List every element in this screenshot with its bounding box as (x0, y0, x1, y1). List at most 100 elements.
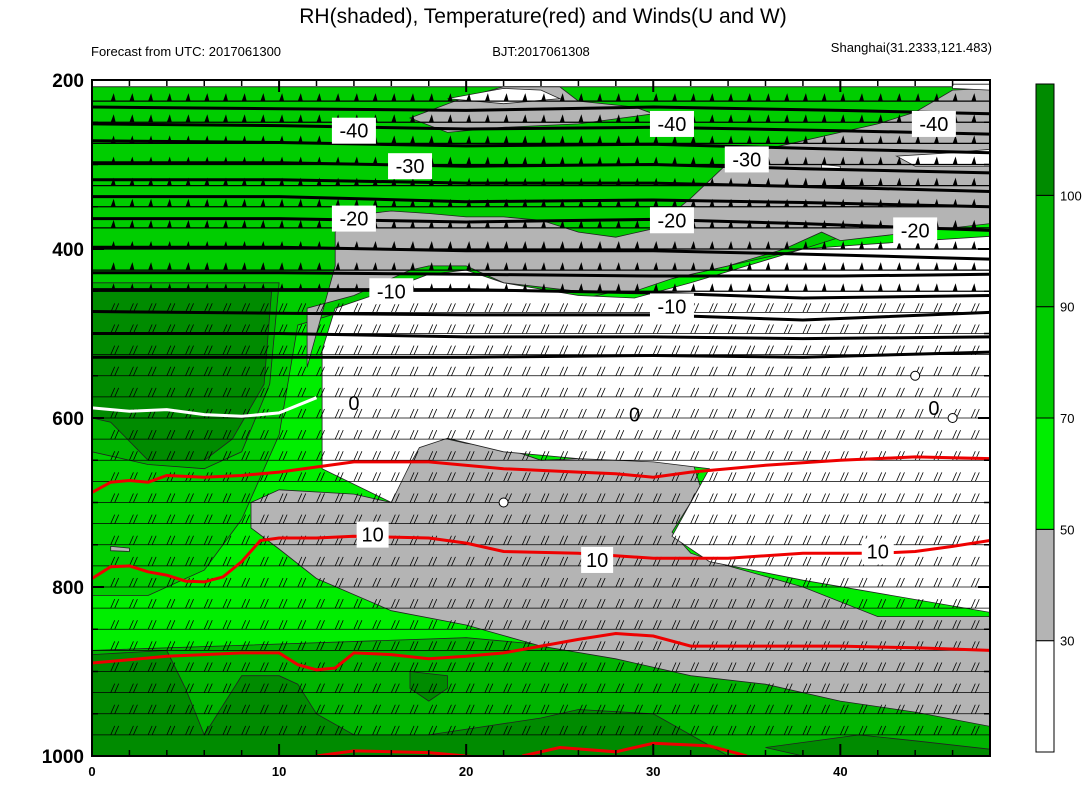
wind-barb (559, 704, 569, 714)
wind-flag (728, 198, 734, 207)
wind-barb (260, 345, 269, 355)
wind-barb (465, 641, 475, 651)
wind-barb (147, 641, 157, 651)
wind-barb (783, 514, 793, 524)
wind-barb (297, 303, 307, 313)
wind-barb (278, 641, 288, 651)
wind-barb (970, 472, 980, 482)
wind-barb (503, 598, 512, 609)
wind-barb (129, 345, 138, 355)
wind-barb (690, 493, 700, 503)
wind-barb (110, 387, 120, 398)
wind-barb (372, 429, 381, 440)
wind-barb (540, 535, 550, 545)
wind-barb (334, 704, 344, 714)
temperature-contour--10 (92, 310, 990, 322)
wind-barb (428, 556, 438, 567)
wind-barb (596, 366, 606, 376)
wind-barb (129, 577, 138, 588)
wind-barb (185, 451, 194, 461)
wind-flag (391, 219, 397, 228)
wind-flag (484, 156, 490, 165)
wind-barb (727, 514, 737, 524)
wind-barb (203, 451, 213, 461)
wind-barb (877, 366, 887, 376)
wind-barb (896, 577, 905, 588)
wind-flag (709, 219, 715, 228)
warm-temperature-label: 10 (861, 538, 894, 565)
wind-flag (672, 262, 677, 271)
wind-barb (297, 704, 307, 714)
temperature-contour--20 (92, 245, 990, 261)
wind-barb (316, 683, 325, 693)
wind-barb (652, 535, 662, 545)
wind-barb (334, 598, 344, 609)
wind-flag (466, 135, 472, 144)
wind-barb (166, 662, 176, 672)
x-tick-label: 40 (833, 764, 847, 779)
wind-barb (447, 366, 456, 376)
wind-flag (297, 198, 303, 207)
wind-barb (652, 725, 662, 736)
temperature-contour--20 (92, 217, 990, 232)
wind-flag (971, 135, 977, 144)
wind-barb (129, 641, 138, 651)
wind-barb (802, 345, 812, 355)
wind-flag (447, 241, 453, 249)
wind-barb (709, 662, 718, 672)
wind-flag (933, 135, 939, 144)
wind-barb (727, 577, 737, 588)
wind-barb (914, 598, 924, 609)
wind-barb (690, 535, 700, 545)
wind-barb (578, 387, 587, 398)
wind-barb (970, 577, 980, 588)
wind-barb (970, 725, 980, 736)
wind-barb (596, 429, 606, 440)
wind-flag (410, 219, 415, 228)
wind-flag (746, 262, 752, 271)
wind-barb (372, 366, 381, 376)
wind-barb (671, 345, 681, 355)
wind-barb (540, 493, 550, 503)
wind-barb (465, 387, 475, 398)
wind-barb (409, 366, 419, 376)
wind-barb (933, 429, 943, 440)
wind-barb (390, 556, 400, 567)
wind-barb (765, 704, 774, 714)
wind-barb (409, 514, 419, 524)
wind-barb (129, 535, 138, 545)
wind-flag (728, 114, 734, 123)
wind-barb (634, 324, 643, 334)
wind-barb (634, 366, 643, 376)
wind-barb (465, 303, 475, 313)
wind-barb (484, 620, 494, 630)
wind-barb (185, 535, 194, 545)
station-location-label: Shanghai(31.2333,121.483) (831, 40, 992, 55)
wind-flag (971, 93, 977, 102)
warm-temperature-contour (521, 741, 748, 756)
wind-barb (746, 577, 756, 588)
wind-flag (634, 93, 640, 102)
wind-barb (316, 451, 325, 461)
wind-barb (110, 366, 120, 376)
wind-flag (316, 262, 322, 271)
temperature-label: -20 (331, 205, 376, 232)
wind-flag (765, 262, 771, 271)
wind-flag (410, 241, 415, 249)
wind-barb (372, 451, 381, 461)
wind-flag (541, 114, 546, 123)
wind-barb (727, 324, 737, 334)
wind-flag (541, 93, 546, 102)
wind-barb (297, 577, 307, 588)
wind-barb (297, 324, 307, 334)
wind-flag (522, 262, 528, 271)
wind-barb (540, 366, 550, 376)
wind-barb (372, 303, 381, 313)
wind-flag (260, 177, 266, 186)
wind-flag (503, 241, 509, 249)
wind-flag (840, 135, 846, 144)
wind-barb (877, 493, 887, 503)
wind-barb (839, 303, 849, 313)
wind-flag (129, 177, 135, 186)
wind-barb (110, 662, 120, 672)
